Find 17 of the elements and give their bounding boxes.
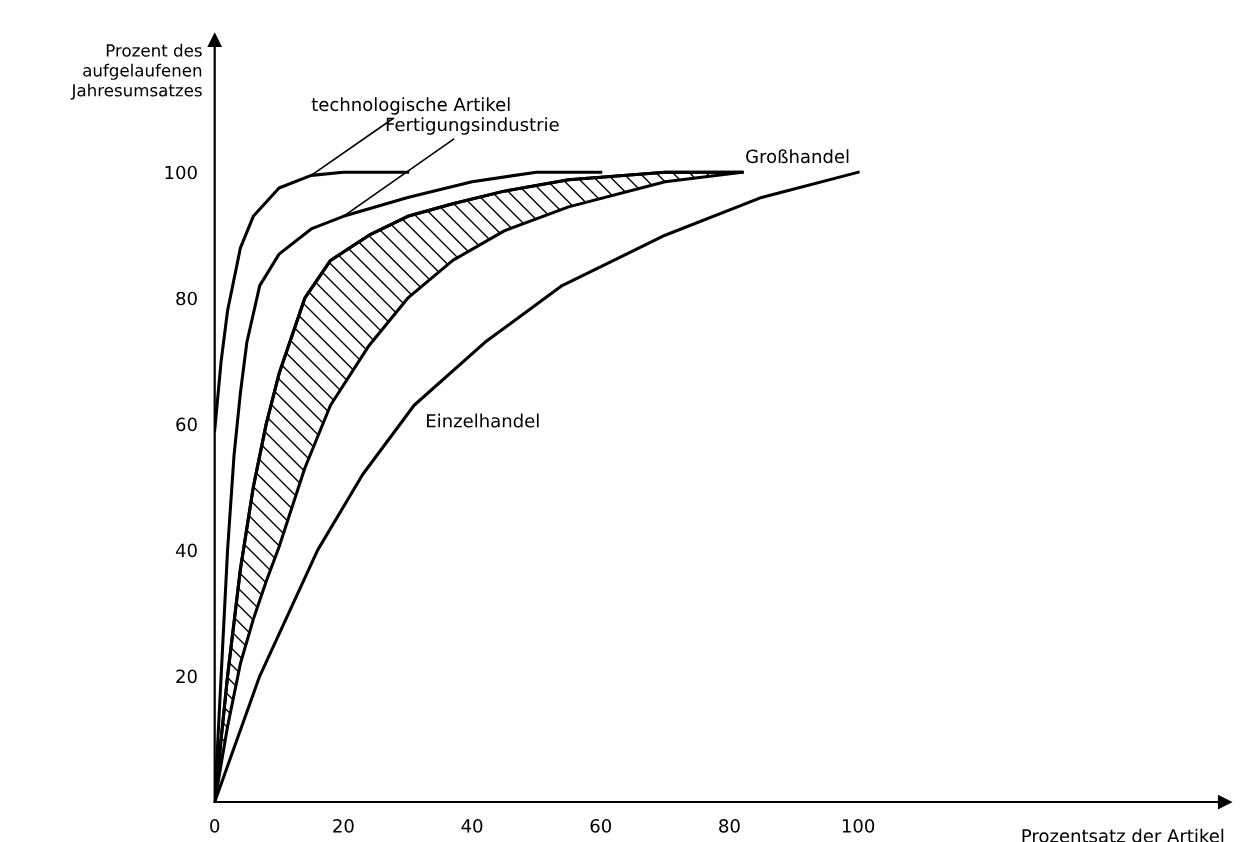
series-label: Einzelhandel bbox=[427, 413, 539, 428]
x-axis-title: Prozentsatz der Artikel bbox=[1022, 828, 1224, 842]
y-tick-label: 20 bbox=[176, 669, 197, 684]
x-tick-label: 0 bbox=[210, 818, 220, 833]
y-axis-title: Prozent des aufgelaufenen Jahresumsatzes bbox=[70, 43, 202, 100]
text: technologische Artikel bbox=[311, 97, 510, 115]
x-tick-label: 20 bbox=[333, 818, 354, 833]
y-tick-label: 40 bbox=[175, 543, 197, 558]
x-tick-label: 100 bbox=[842, 818, 875, 833]
y-tick-label: 100 bbox=[165, 165, 197, 180]
x-tick-label: 80 bbox=[719, 818, 740, 833]
series-label: Großhandel bbox=[746, 149, 849, 164]
x-tick-label: 60 bbox=[590, 818, 612, 833]
text: Fertigungsindustrie bbox=[386, 117, 559, 135]
y-tick-label: 60 bbox=[176, 417, 197, 432]
x-tick-label: 40 bbox=[461, 818, 483, 833]
y-tick-label: 80 bbox=[176, 291, 197, 306]
